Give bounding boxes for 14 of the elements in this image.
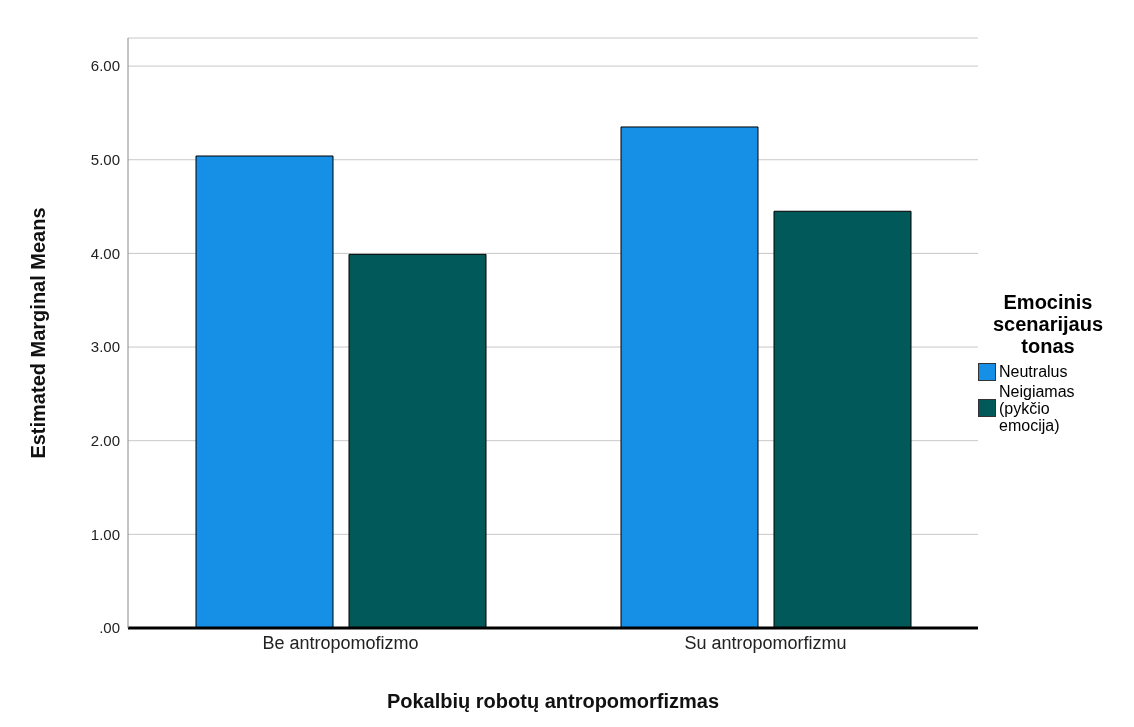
- x-tick-label: Su antropomorfizmu: [684, 632, 847, 653]
- y-tick-label: 4.00: [90, 244, 120, 262]
- y-tick-label: 5.00: [90, 151, 120, 169]
- legend-label: Neutralus: [999, 363, 1069, 380]
- y-tick-label: .00: [99, 619, 120, 637]
- legend-title: Emocinis scenarijaus tonas: [991, 290, 1105, 357]
- y-tick-label: 2.00: [90, 432, 120, 450]
- legend-label: Neigiamas (pykčio emocija): [999, 382, 1076, 434]
- y-tick-label: 1.00: [90, 525, 120, 543]
- y-axis-title: Estimated Marginal Means: [27, 207, 50, 459]
- x-axis-title: Pokalbių robotų antropomorfizmas: [386, 690, 720, 712]
- x-tick-label: Be antropomofizmo: [262, 632, 419, 653]
- y-tick-label: 6.00: [90, 57, 120, 75]
- y-tick-label: 3.00: [90, 338, 120, 356]
